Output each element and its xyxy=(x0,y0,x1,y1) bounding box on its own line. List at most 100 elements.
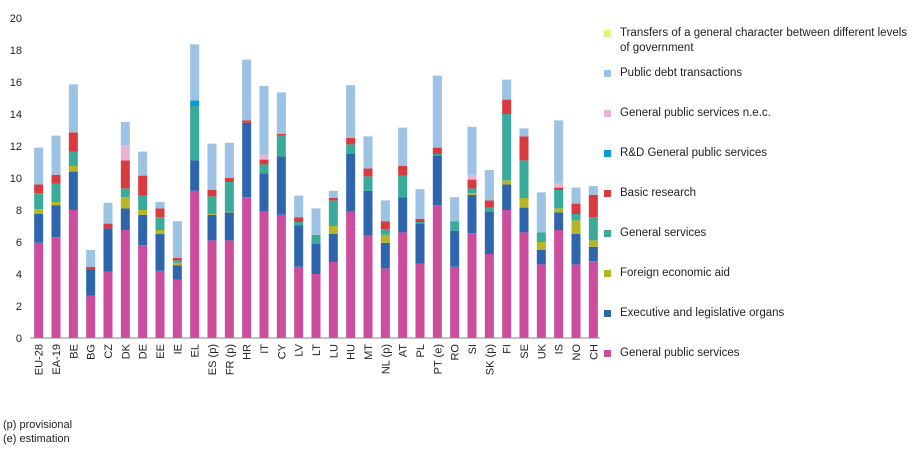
bar-stack xyxy=(311,208,321,338)
bar-segment xyxy=(588,240,598,247)
bar-segment xyxy=(276,214,286,338)
y-tick-label: 10 xyxy=(10,173,22,185)
bar-segment xyxy=(51,237,61,338)
bar-segment xyxy=(120,208,130,230)
bar-segment xyxy=(276,92,286,134)
bar-segment xyxy=(34,147,44,185)
bar-segment xyxy=(120,122,130,146)
bar-segment xyxy=(536,242,546,250)
bar-segment xyxy=(484,207,494,212)
bar-segment xyxy=(294,225,304,267)
bar-segment xyxy=(502,180,512,185)
bar-segment xyxy=(103,202,113,224)
bar-segment xyxy=(276,134,286,136)
bar-segment xyxy=(571,187,581,204)
bar-segment xyxy=(398,127,408,166)
x-tick-label: SI xyxy=(467,344,479,354)
y-tick-label: 4 xyxy=(16,269,22,281)
bar-stack xyxy=(259,86,269,338)
bar-segment xyxy=(34,209,44,214)
bar-segment xyxy=(380,200,390,222)
bar-segment xyxy=(571,234,581,265)
bar-segment xyxy=(120,197,130,209)
x-tick-label: NL (p) xyxy=(380,344,392,374)
bar-segment xyxy=(363,168,373,177)
x-tick-label: HR xyxy=(242,344,254,360)
x-tick-label: CH xyxy=(588,344,600,360)
bar-segment xyxy=(51,174,61,184)
bar-segment xyxy=(536,250,546,265)
bar-stack xyxy=(554,120,564,338)
bar-segment xyxy=(380,242,390,269)
bar-segment xyxy=(155,230,165,234)
bar-segment xyxy=(86,250,96,267)
bar-segment xyxy=(259,173,269,212)
x-tick-label: DE xyxy=(138,344,150,359)
bar-segment xyxy=(588,246,598,262)
bar-segment xyxy=(34,214,44,243)
bar-segment xyxy=(328,200,338,226)
bar-segment xyxy=(432,147,442,154)
bar-segment xyxy=(328,234,338,262)
bar-segment xyxy=(502,184,512,210)
bar-segment xyxy=(328,190,338,198)
bar-segment xyxy=(571,220,581,234)
x-tick-label: CY xyxy=(276,343,288,359)
bar-segment xyxy=(138,151,148,176)
x-tick-label: EU-28 xyxy=(34,344,46,375)
x-tick-label: FI xyxy=(502,344,514,354)
x-tick-label: AT xyxy=(398,344,410,358)
bar-segment xyxy=(588,261,598,338)
bar-segment xyxy=(484,170,494,201)
bar-segment xyxy=(68,171,78,210)
bar-segment xyxy=(571,264,581,338)
bar-segment xyxy=(68,210,78,338)
bar-segment xyxy=(398,197,408,233)
bar-segment xyxy=(450,266,460,338)
bar-segment xyxy=(588,186,598,195)
bar-segment xyxy=(346,154,356,212)
bar-segment xyxy=(380,234,390,243)
bar-stack xyxy=(86,250,96,338)
bar-segment xyxy=(155,208,165,218)
bar-stack xyxy=(450,197,460,338)
bar-segment xyxy=(519,232,529,338)
bar-segment xyxy=(294,266,304,338)
bar-segment xyxy=(484,254,494,338)
bar-segment xyxy=(259,164,269,174)
bar-stack xyxy=(484,170,494,338)
bar-segment xyxy=(294,217,304,222)
bar-segment xyxy=(467,194,477,234)
legend-swatch xyxy=(604,30,611,37)
bar-segment xyxy=(346,85,356,138)
x-tick-label: SE xyxy=(519,344,531,359)
bar-segment xyxy=(398,175,408,198)
bar-segment xyxy=(276,156,286,215)
bar-segment xyxy=(536,232,546,242)
bar-segment xyxy=(103,223,113,229)
bar-segment xyxy=(554,212,564,230)
bar-segment xyxy=(103,228,113,272)
bar-stack xyxy=(588,186,598,338)
x-tick-label: EL xyxy=(190,344,202,357)
legend: Transfers of a general character between… xyxy=(604,26,914,386)
bar-segment xyxy=(311,243,321,274)
legend-label: Public debt transactions xyxy=(620,67,743,79)
bar-stack xyxy=(155,202,165,338)
bar-segment xyxy=(311,274,321,338)
bar-segment xyxy=(415,263,425,338)
bar-segment xyxy=(190,100,200,106)
bar-segment xyxy=(68,166,78,172)
bar-segment xyxy=(34,184,44,194)
bar-segment xyxy=(380,229,390,235)
bar-segment xyxy=(207,190,217,197)
bar-segment xyxy=(242,59,252,121)
bar-segment xyxy=(190,44,200,101)
bar-stack xyxy=(294,195,304,338)
bar-segment xyxy=(120,145,130,161)
bar-segment xyxy=(415,218,425,222)
legend-swatch xyxy=(604,350,611,357)
x-tick-label: UK xyxy=(536,343,548,359)
legend-label: General public services n.e.c. xyxy=(620,107,771,119)
bar-stack xyxy=(346,85,356,338)
